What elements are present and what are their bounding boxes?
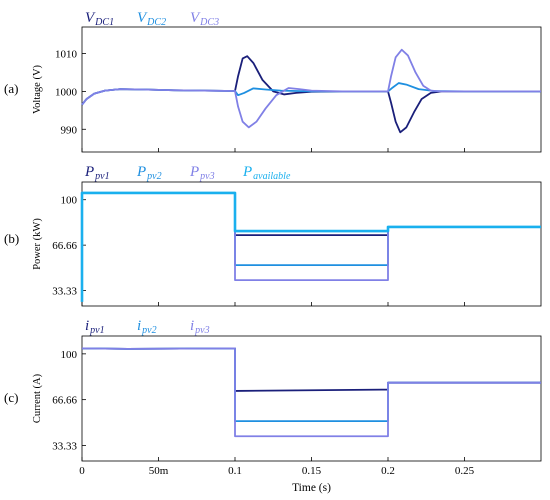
y-tick-label: 990 (61, 124, 78, 136)
legend-entry: ipv3 (190, 318, 210, 336)
x-tick-label: 50m (149, 465, 169, 477)
plot-frame (81, 181, 542, 307)
series-line-ipv2 (81, 347, 541, 423)
legend-entry: VDC1 (85, 10, 114, 28)
x-tick-label: 0.15 (302, 465, 322, 477)
y-tick-label: 1010 (55, 49, 78, 61)
series-line-Ppv2 (82, 192, 541, 267)
legend-entry: Ppv2 (136, 164, 162, 182)
panel-label: (c) (4, 390, 18, 405)
plot-frame (81, 335, 542, 462)
legend-entry: Ppv3 (189, 164, 215, 182)
current-panel: (c) Current (A) 33.33 66.66 100 0 50m 0.1 0.15 0.… (4, 318, 542, 494)
y-tick-label: 1000 (55, 86, 78, 98)
y-tick-label: 33.33 (52, 440, 77, 452)
y-tick-label: 66.66 (52, 395, 77, 407)
x-tick-label: 0.2 (381, 465, 395, 477)
x-tick-label: 0.25 (455, 465, 475, 477)
x-tick-label: 0 (79, 465, 85, 477)
series-line-Ppv3 (82, 192, 541, 282)
legend-entry: ipv1 (85, 318, 105, 336)
legend-entry: ipv2 (137, 318, 157, 336)
y-tick-label: 100 (61, 195, 78, 207)
series-line-ipv3 (81, 347, 541, 438)
x-axis-label: Time (s) (292, 482, 331, 494)
y-tick-label: 33.33 (52, 286, 77, 298)
y-tick-label: 100 (61, 349, 78, 361)
panel-label: (a) (4, 81, 18, 96)
y-axis-label: Voltage (V) (32, 64, 43, 114)
legend-entry: VDC2 (137, 10, 166, 28)
y-axis-label: Current (A) (32, 373, 43, 423)
x-tick-label: 0.1 (228, 465, 242, 477)
legend-entry: VDC3 (190, 10, 219, 28)
series-line-VDC2 (81, 82, 541, 106)
series-line-ipv1 (81, 347, 541, 392)
panel-label: (b) (4, 231, 19, 246)
y-tick-label: 66.66 (52, 240, 77, 252)
power-panel: (b) Power (kW) 33.33 66.66 100 Ppv1 Ppv2 Ppv3 Pa… (4, 164, 542, 307)
legend-entry: Ppv1 (84, 164, 110, 182)
voltage-panel: (a) Voltage (V) 990 1000 1010 VDC1 VDC2 VDC3 (4, 10, 542, 153)
series-line-Ppv1 (82, 192, 541, 237)
series-line-VDC3 (81, 48, 541, 129)
series-line-VDC1 (81, 55, 541, 134)
series-line-Pavailable (80, 191, 541, 302)
y-axis-label: Power (kW) (32, 218, 43, 270)
legend-entry: Pavailable (242, 164, 291, 182)
